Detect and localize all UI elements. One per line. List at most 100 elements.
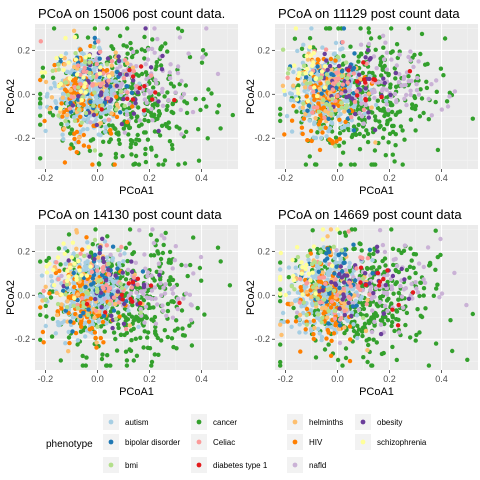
point-nafld <box>166 97 171 103</box>
point-autism <box>315 315 320 320</box>
point-bmi <box>324 102 329 107</box>
point-cancer <box>442 36 448 41</box>
point-cancer <box>117 141 122 146</box>
x-tick-label: -0.2 <box>278 173 294 183</box>
point-bipolar-disorder <box>316 269 321 274</box>
point-cancer <box>399 250 404 256</box>
point-cancer <box>296 83 301 88</box>
y-tick-label: 0.2 <box>257 45 270 55</box>
legend-item-cancer: cancer <box>191 414 237 430</box>
point-celiac <box>308 85 313 91</box>
point-cancer <box>395 55 400 61</box>
point-obesity <box>156 128 161 134</box>
point-bmi <box>305 253 310 259</box>
point-celiac <box>364 302 369 307</box>
point-helminths <box>325 234 330 239</box>
point-cancer <box>369 266 374 271</box>
legend-swatch <box>196 419 202 425</box>
point-schizophrenia <box>63 35 68 41</box>
point-cancer <box>205 136 210 141</box>
point-hiv <box>90 162 95 167</box>
point-hiv <box>38 77 43 83</box>
point-cancer <box>373 47 378 52</box>
point-hiv <box>72 284 77 290</box>
point-autism <box>384 98 389 104</box>
point-cancer <box>395 110 400 115</box>
point-bmi <box>333 144 338 149</box>
point-schizophrenia <box>278 291 283 297</box>
point-diabetes-type-1 <box>395 323 401 328</box>
point-schizophrenia <box>335 227 340 232</box>
point-hiv <box>101 340 106 345</box>
point-obesity <box>66 258 71 263</box>
point-nafld <box>143 304 149 309</box>
point-cancer <box>366 26 371 31</box>
point-hiv <box>73 311 78 317</box>
point-autism <box>301 42 306 47</box>
point-celiac <box>78 72 83 78</box>
point-schizophrenia <box>290 257 295 263</box>
point-nafld <box>334 248 339 253</box>
point-nafld <box>369 296 374 302</box>
point-cancer <box>162 328 167 333</box>
point-cancer <box>218 259 223 264</box>
point-bmi <box>313 301 319 307</box>
point-bmi <box>63 80 68 85</box>
y-tick-label: -0.2 <box>14 334 30 344</box>
point-bmi <box>92 90 97 95</box>
point-bmi <box>138 310 143 315</box>
point-cancer <box>165 90 170 95</box>
point-celiac <box>116 300 122 305</box>
point-cancer <box>81 328 86 333</box>
point-cancer <box>50 316 56 321</box>
point-cancer <box>315 130 320 135</box>
point-autism <box>289 91 295 97</box>
x-axis-label: PCoA1 <box>119 185 154 197</box>
legend-swatch <box>292 462 298 468</box>
point-bipolar-disorder <box>81 310 86 316</box>
point-nafld <box>421 277 426 282</box>
point-autism <box>105 291 111 297</box>
point-cancer <box>176 162 181 167</box>
point-autism <box>104 321 109 326</box>
point-schizophrenia <box>308 278 313 283</box>
x-tick-label: -0.2 <box>278 374 294 384</box>
point-cancer <box>121 126 127 131</box>
point-cancer <box>155 103 160 108</box>
point-cancer <box>435 282 440 287</box>
point-bmi <box>316 109 322 114</box>
point-hiv <box>333 323 338 328</box>
point-autism <box>61 137 66 142</box>
point-helminths <box>289 301 294 306</box>
point-bipolar-disorder <box>54 105 59 111</box>
point-cancer <box>204 104 209 109</box>
point-hiv <box>311 332 316 337</box>
point-cancer <box>358 26 363 31</box>
point-helminths <box>304 289 309 295</box>
point-schizophrenia <box>54 55 59 61</box>
point-schizophrenia <box>81 75 86 80</box>
point-bmi <box>328 106 334 111</box>
point-nafld <box>372 319 377 324</box>
point-nafld <box>368 287 373 293</box>
point-cancer <box>406 26 411 31</box>
point-nafld <box>159 293 164 298</box>
point-cancer <box>398 124 404 129</box>
point-celiac <box>348 284 353 289</box>
panel-top-right: PCoA on 11129 post count data-0.2 0.0 0.2 0… <box>245 6 478 197</box>
point-nafld <box>191 271 196 276</box>
point-celiac <box>323 281 328 287</box>
point-cancer <box>418 87 423 92</box>
x-axis-label: PCoA1 <box>119 386 154 398</box>
point-diabetes-type-1 <box>381 276 386 282</box>
point-autism <box>65 101 70 106</box>
x-tick-label: 0.2 <box>383 173 396 183</box>
point-cancer <box>408 335 413 340</box>
point-bmi <box>64 282 70 287</box>
point-cancer <box>66 335 72 340</box>
point-nafld <box>374 66 379 71</box>
point-cancer <box>105 353 110 358</box>
point-nafld <box>409 78 414 84</box>
x-axis-label: PCoA1 <box>359 386 394 398</box>
point-hiv <box>77 284 83 289</box>
